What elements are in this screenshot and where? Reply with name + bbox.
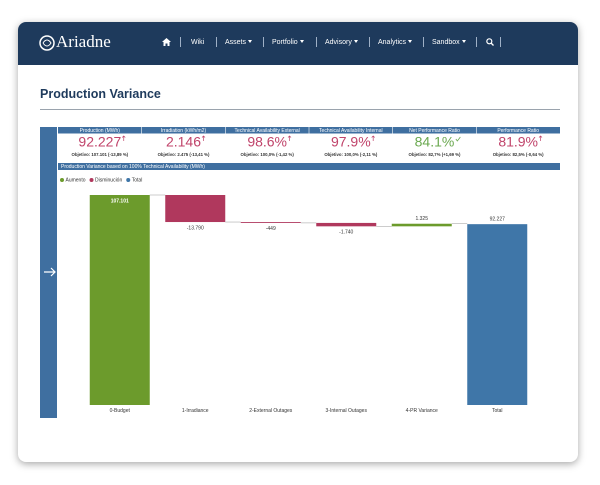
separator <box>180 37 181 47</box>
separator <box>423 37 424 47</box>
kpi-objective: Objetivo: 100,0% (-1,42 %) <box>241 152 295 157</box>
caret <box>461 40 466 43</box>
kpi-label: Net Performance Ratio <box>409 128 460 134</box>
legend-swatch <box>89 178 94 182</box>
separator <box>263 37 264 47</box>
bar <box>316 222 377 227</box>
kpi-objective: Objetivo: 107.101 (-13,89 %) <box>72 152 129 157</box>
kpi-up-icon <box>121 135 126 141</box>
kpi-label: Technical Availability Internal <box>319 128 383 134</box>
search-icon[interactable] <box>486 38 494 46</box>
kpi-value: 97.9% <box>331 134 371 150</box>
legend-label: Disminución <box>95 178 122 184</box>
caret <box>299 40 304 43</box>
category-label: Total <box>492 408 503 414</box>
kpi-value: 98.6% <box>247 134 287 150</box>
kpi-objective: Objetivo: 82,7% (+1,69 %) <box>409 152 462 157</box>
nav-label: Analytics <box>378 39 407 46</box>
chart-title: Production Variance based on 100% Techni… <box>61 164 205 170</box>
bar <box>89 195 150 405</box>
chart-header <box>58 163 560 170</box>
kpi-label: Production (MWh) <box>80 128 121 134</box>
nav-item[interactable]: Sandbox <box>432 39 466 46</box>
legend-label: Aumento <box>66 178 86 184</box>
nav-label: Sandbox <box>432 39 460 46</box>
nav-label: Advisory <box>325 39 352 46</box>
kpi-up-icon <box>538 135 543 141</box>
legend-label: Total <box>132 178 143 184</box>
bar <box>467 224 528 405</box>
page-title: Production Variance <box>40 87 161 101</box>
kpi-objective: Objetivo: 82,5% (-0,64 %) <box>493 152 544 157</box>
kpi-value: 81.9% <box>498 134 538 150</box>
nav-item[interactable]: Advisory <box>325 39 358 46</box>
value-label: 107.101 <box>111 198 129 204</box>
expand-arrow[interactable] <box>44 267 56 277</box>
caret <box>248 40 253 43</box>
category-label: 4-PR Variance <box>406 408 438 414</box>
divider <box>40 109 560 110</box>
home-icon[interactable] <box>162 38 171 46</box>
kpi-value: 92.227 <box>78 134 121 150</box>
value-label: 1.325 <box>415 216 428 222</box>
category-label: 0-Budget <box>110 408 131 414</box>
legend-swatch <box>60 178 64 182</box>
value-label: -449 <box>266 226 276 232</box>
separator <box>316 37 317 47</box>
kpi-label: Technical Availability External <box>235 128 300 134</box>
kpi-objective: Objetivo: 100,0% (-2,11 %) <box>324 152 378 157</box>
nav-item[interactable]: Portfolio <box>272 39 304 46</box>
nav-item[interactable]: Analytics <box>378 39 413 46</box>
category-label: 2-External Outages <box>249 408 293 414</box>
separator <box>476 37 477 47</box>
bar <box>391 223 452 227</box>
value-label: -13.790 <box>187 225 204 231</box>
kpi-label: Irradiation (kWh/m2) <box>161 128 207 134</box>
separator <box>500 37 501 47</box>
kpi-value: 84.1% <box>415 134 455 150</box>
separator <box>216 37 217 47</box>
logo[interactable]: Ariadne <box>56 32 111 51</box>
kpi-label: Performance Ratio <box>497 128 539 134</box>
nav-label: Portfolio <box>272 39 298 46</box>
caret <box>408 40 413 43</box>
nav-item[interactable]: Assets <box>225 39 253 46</box>
kpi-up-icon <box>201 135 206 141</box>
category-label: 1-Irradiance <box>182 408 209 414</box>
legend-swatch <box>126 178 131 182</box>
logo-icon <box>39 35 55 51</box>
bar <box>165 195 226 223</box>
header: Ariadne Wiki Assets Portfolio Advisory A… <box>18 22 578 65</box>
kpi-up-icon <box>371 135 375 141</box>
kpi-check-icon <box>455 136 461 142</box>
kpi-up-icon <box>287 135 292 141</box>
caret <box>353 40 358 43</box>
category-label: 3-Internal Outages <box>326 408 368 414</box>
separator <box>369 37 370 47</box>
bar <box>240 222 301 223</box>
kpi-value: 2.146 <box>166 134 201 150</box>
kpi-objective: Objetivo: 2.475 (-13,41 %) <box>158 152 210 157</box>
value-label: 92.227 <box>490 216 506 222</box>
value-label: -1.740 <box>339 230 353 236</box>
nav-item[interactable]: Wiki <box>191 39 205 46</box>
nav-label: Assets <box>225 39 247 46</box>
